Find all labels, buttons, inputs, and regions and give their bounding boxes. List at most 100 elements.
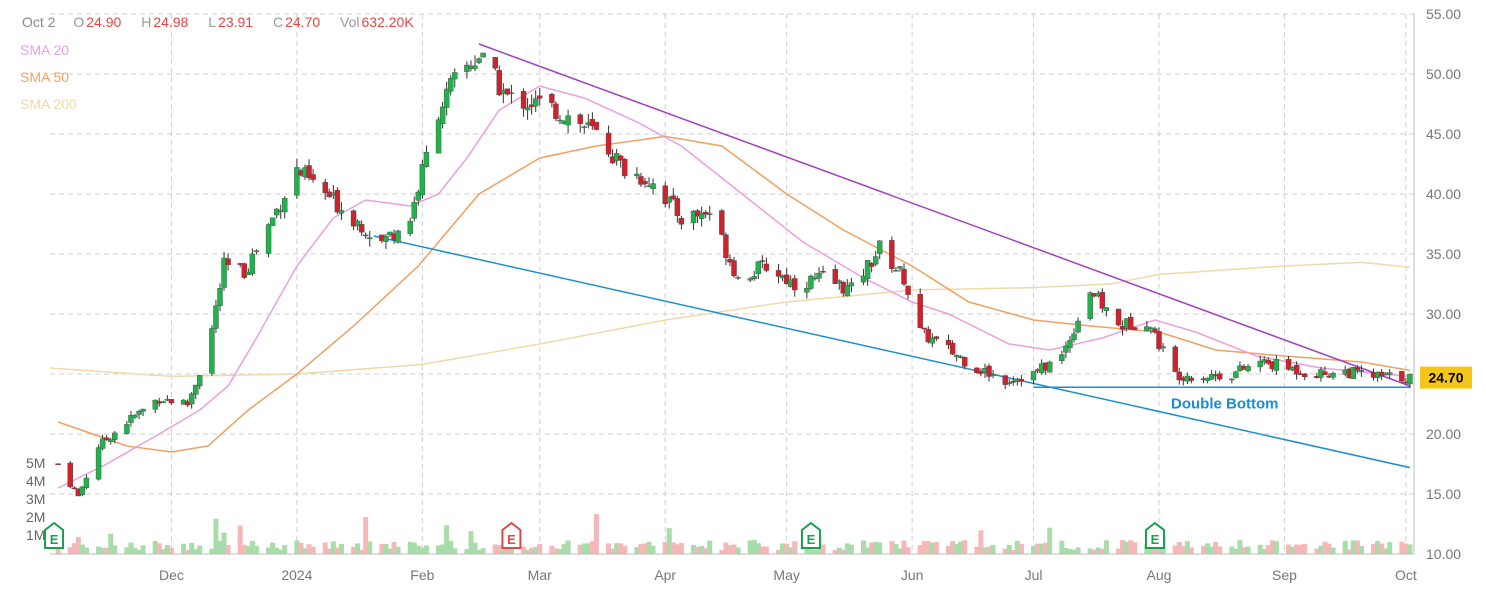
volume-bar [363,517,369,554]
volume-bar [618,543,624,554]
x-tick-label: Jul [1025,567,1043,583]
volume-tick-label: 1M [26,527,45,543]
volume-bar [921,540,927,554]
volume-bar [237,525,243,554]
candle-body [864,260,871,280]
candle-body [1233,371,1239,378]
volume-bar [759,546,765,554]
candle-body [974,367,980,374]
candle-body [719,210,725,235]
candle-body [670,195,677,200]
volume-bar [1322,541,1328,554]
candle-body [472,65,478,69]
candle-body [363,234,369,237]
candle-body [128,415,134,423]
volume-bar [1067,548,1073,554]
candle-body [1132,327,1138,330]
volume-bar [1233,548,1239,554]
candle-body [269,217,276,226]
volume-bar [662,541,668,554]
candle-body [929,337,936,344]
y-tick-label: 40.00 [1426,186,1461,202]
volume-bar [925,541,931,554]
candle-body [1358,370,1365,372]
volume-bar [695,547,701,554]
volume-bar [1201,545,1207,554]
volume-bar [294,540,300,554]
candle-body [168,399,175,404]
axes: 55.0050.0045.0040.0035.0030.0025.0020.00… [26,6,1472,583]
volume-bar [75,536,81,554]
candle-body [294,167,300,196]
volume-bar [1294,544,1300,554]
grid [50,13,1414,555]
volume-bar [1006,544,1012,554]
volume-bar [1116,548,1122,554]
sma20-legend[interactable]: SMA 20 [20,42,70,58]
volume-bar [873,541,879,554]
volume-bar [104,547,110,554]
candle-body [1387,372,1393,375]
sma200-legend[interactable]: SMA 200 [20,96,77,112]
volume-bar [1063,548,1069,554]
volume-bar [1314,548,1320,554]
volume-bar [707,540,713,554]
candle-body [1099,292,1106,309]
volume-bar [958,541,964,554]
earnings-label: E [1151,532,1160,547]
candle-body [990,373,996,376]
volume-bar [249,540,255,554]
high-label: H [141,14,152,30]
candle-body [1071,333,1077,341]
volume-bar [780,543,786,554]
volume-bar [1099,548,1105,554]
volume-bar [128,542,134,554]
volume-bar [678,542,684,554]
volume-bar [525,549,531,554]
candle-body [1245,365,1251,372]
volume-bar [1229,546,1235,554]
volume-bar [610,548,616,554]
candle-body [265,224,272,254]
candle-body [160,401,167,404]
volume-bar [1298,544,1304,554]
volume-bar [1132,542,1138,554]
candle-body [524,107,531,111]
candle-body [1063,345,1069,353]
candle-body [1273,359,1280,371]
volume-bar [124,547,130,554]
volume-bar [351,546,357,554]
volume-bar [1342,540,1348,554]
candle-body [1407,374,1413,385]
candle-body [617,155,624,161]
volume-bar [504,546,510,554]
low-value: 23.91 [218,14,254,30]
volume-bar [1217,546,1223,554]
volume-bar [877,542,883,554]
candle-body [1006,382,1012,384]
candle-body [407,220,413,234]
earnings-marker: E [44,521,65,549]
volume-bar [83,547,89,554]
candle-body [1047,361,1053,373]
candle-body [249,253,256,274]
candle-body [1156,331,1162,350]
volume-bar [763,546,769,554]
volume-bar [1237,540,1243,554]
candle-body [310,174,316,180]
candle-body [690,210,697,224]
candle-body [1067,340,1073,349]
sma50-legend[interactable]: SMA 50 [20,69,70,85]
volume-bar [1039,543,1045,554]
candle-body [1257,360,1263,368]
volume-bar [703,548,709,554]
candle-body [832,269,838,284]
candle-body [95,447,102,480]
candle-body [1188,377,1195,381]
volume-bar [638,544,644,554]
volume-bar [622,545,628,554]
candle-body [476,58,482,63]
volume-bar [861,540,867,554]
earnings-label: E [50,532,59,547]
